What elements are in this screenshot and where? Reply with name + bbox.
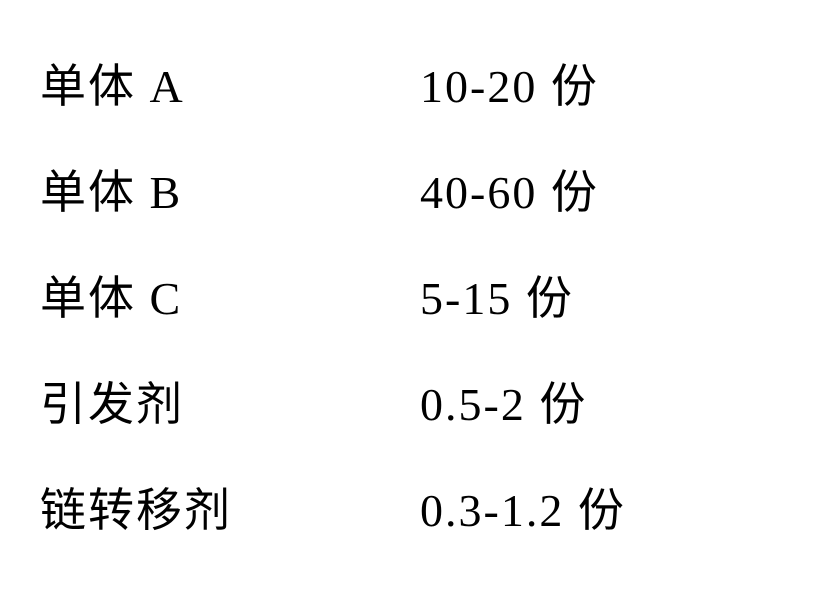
table-row: 单体 C 5-15 份 (40, 242, 797, 348)
table-row: 引发剂 0.5-2 份 (40, 348, 797, 454)
ingredient-label: 单体 C (40, 262, 420, 328)
table-row: 单体 B 40-60 份 (40, 136, 797, 242)
ingredient-value: 40-60 份 (420, 156, 599, 222)
ingredient-table: 单体 A 10-20 份 单体 B 40-60 份 单体 C 5-15 份 引发… (40, 30, 797, 560)
ingredient-label: 引发剂 (40, 368, 420, 434)
ingredient-value: 10-20 份 (420, 50, 599, 116)
ingredient-label: 链转移剂 (40, 474, 420, 540)
table-row: 单体 A 10-20 份 (40, 30, 797, 136)
ingredient-value: 0.3-1.2 份 (420, 474, 626, 540)
ingredient-value: 0.5-2 份 (420, 368, 587, 434)
ingredient-label: 单体 B (40, 156, 420, 222)
table-row: 链转移剂 0.3-1.2 份 (40, 454, 797, 560)
ingredient-label: 单体 A (40, 50, 420, 116)
ingredient-value: 5-15 份 (420, 262, 574, 328)
